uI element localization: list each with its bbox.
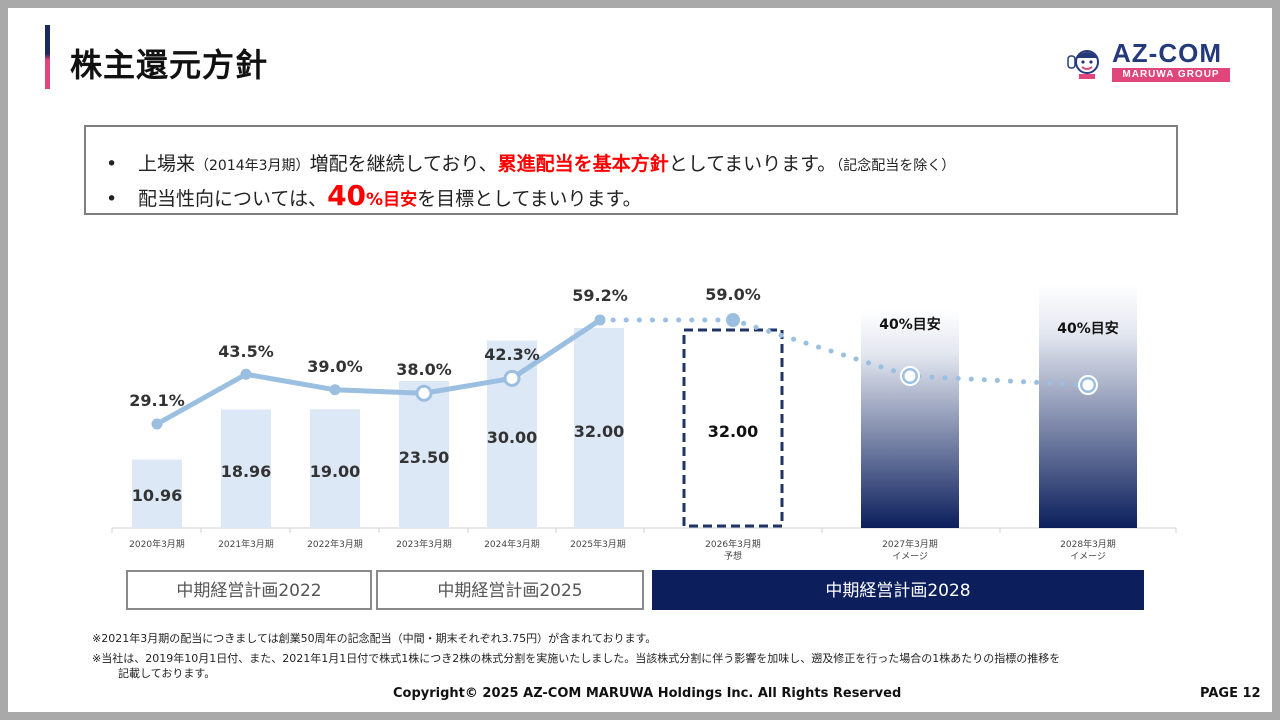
dividend-value-label: 18.96	[221, 462, 272, 481]
dividend-bar	[310, 409, 360, 528]
payout-ratio-marker	[594, 314, 606, 326]
payout-ratio-label: 59.2%	[572, 286, 628, 305]
payout-ratio-marker	[503, 369, 521, 387]
plan-2028-label: 中期経営計画2028	[652, 570, 1144, 610]
footnote-3: 記載しております。	[118, 667, 216, 680]
payout-ratio-marker	[901, 367, 919, 385]
policy-box: • 上場来（2014年3月期）増配を継続しており、累進配当を基本方針としてまいりま…	[84, 125, 1178, 215]
target-label: 40%目安	[879, 316, 941, 333]
category-label: 2027年3月期	[882, 538, 938, 550]
payout-ratio-marker-ring	[1078, 375, 1098, 395]
dividend-bar	[221, 409, 271, 528]
category-label: 2020年3月期	[129, 538, 185, 550]
policy-line-2: • 配当性向については、40%目安を目標としてまいります。	[106, 179, 642, 212]
payout-ratio-marker	[1079, 376, 1097, 394]
page-title: 株主還元方針	[70, 46, 269, 84]
payout-ratio-label: 29.1%	[129, 391, 185, 410]
payout-ratio-marker	[329, 384, 341, 396]
payout-target-number: 40	[327, 179, 367, 212]
dividend-value-label: 19.00	[310, 462, 361, 481]
payout-ratio-marker	[240, 368, 252, 380]
category-label: 2023年3月期	[396, 538, 452, 550]
policy-note: （記念配当を除く）	[836, 158, 956, 174]
category-sublabel: 予想	[724, 550, 742, 562]
mascot-icon	[1067, 50, 1099, 79]
payout-ratio-marker	[151, 418, 163, 430]
dividend-value-label: 23.50	[399, 448, 450, 467]
payout-ratio-marker	[415, 384, 433, 402]
policy-note: （2014年3月期）	[195, 158, 310, 174]
payout-ratio-marker-ring	[900, 366, 920, 386]
category-label: 2025年3月期	[570, 538, 626, 550]
payout-ratio-label: 43.5%	[218, 342, 274, 361]
payout-ratio-forecast-line	[597, 317, 1091, 388]
payout-ratio-line	[154, 317, 603, 427]
footnote-1: ※2021年3月期の配当につきましては創業50周年の記念配当（中間・期末それぞれ…	[92, 632, 657, 645]
policy-text: 増配を継続しており、	[309, 153, 498, 175]
policy-text: 配当性向については、	[138, 188, 328, 210]
plan-2022-label: 中期経営計画2022	[126, 570, 372, 610]
company-logo: AZ-COM MARUWA GROUP	[1064, 38, 1234, 90]
payout-ratio-label: 38.0%	[396, 360, 452, 379]
logo-subtitle: MARUWA GROUP	[1112, 68, 1230, 82]
dividend-value-label: 32.00	[574, 422, 625, 441]
dividend-bar	[399, 381, 449, 528]
page-number: PAGE 12	[1200, 686, 1261, 701]
policy-text: 上場来	[138, 153, 196, 175]
dividend-bar	[574, 328, 624, 528]
target-bar-9	[1039, 285, 1137, 528]
payout-ratio-marker	[726, 313, 740, 327]
category-label: 2026年3月期	[705, 538, 761, 550]
payout-ratio-label: 39.0%	[307, 357, 363, 376]
category-sublabel: イメージ	[1070, 552, 1106, 562]
policy-text: としてまいります。	[668, 153, 837, 175]
bullet: •	[106, 153, 118, 175]
footnote-2: ※当社は、2019年10月1日付、また、2021年1月1日付で株式1株につき2株…	[92, 652, 1061, 665]
category-label: 2022年3月期	[307, 538, 363, 550]
plan-2025-label: 中期経営計画2025	[376, 570, 644, 610]
dividend-bar	[132, 459, 182, 528]
bullet: •	[106, 188, 118, 210]
dividend-value-label: 32.00	[708, 422, 759, 441]
target-bar-8	[861, 310, 959, 528]
target-label: 40%目安	[1057, 320, 1119, 337]
category-label: 2024年3月期	[484, 538, 540, 550]
policy-line-1: • 上場来（2014年3月期）増配を継続しており、累進配当を基本方針としてまいりま…	[106, 149, 955, 176]
category-label: 2028年3月期	[1060, 538, 1116, 550]
policy-text: を目標としてまいります。	[417, 188, 642, 210]
title-accent-bar	[45, 25, 50, 89]
dividend-value-label: 10.96	[132, 486, 183, 505]
copyright: Copyright© 2025 AZ-COM MARUWA Holdings I…	[393, 686, 902, 701]
policy-highlight: 累進配当を基本方針	[497, 153, 669, 175]
payout-target-unit: %目安	[366, 190, 418, 210]
payout-ratio-label: 59.0%	[705, 285, 761, 304]
forecast-bar	[682, 328, 784, 528]
category-sublabel: イメージ	[892, 552, 928, 562]
dividend-value-label: 30.00	[487, 428, 538, 447]
category-label: 2021年3月期	[218, 538, 274, 550]
logo-wordmark: AZ-COM	[1112, 38, 1222, 68]
payout-ratio-label: 42.3%	[484, 345, 540, 364]
